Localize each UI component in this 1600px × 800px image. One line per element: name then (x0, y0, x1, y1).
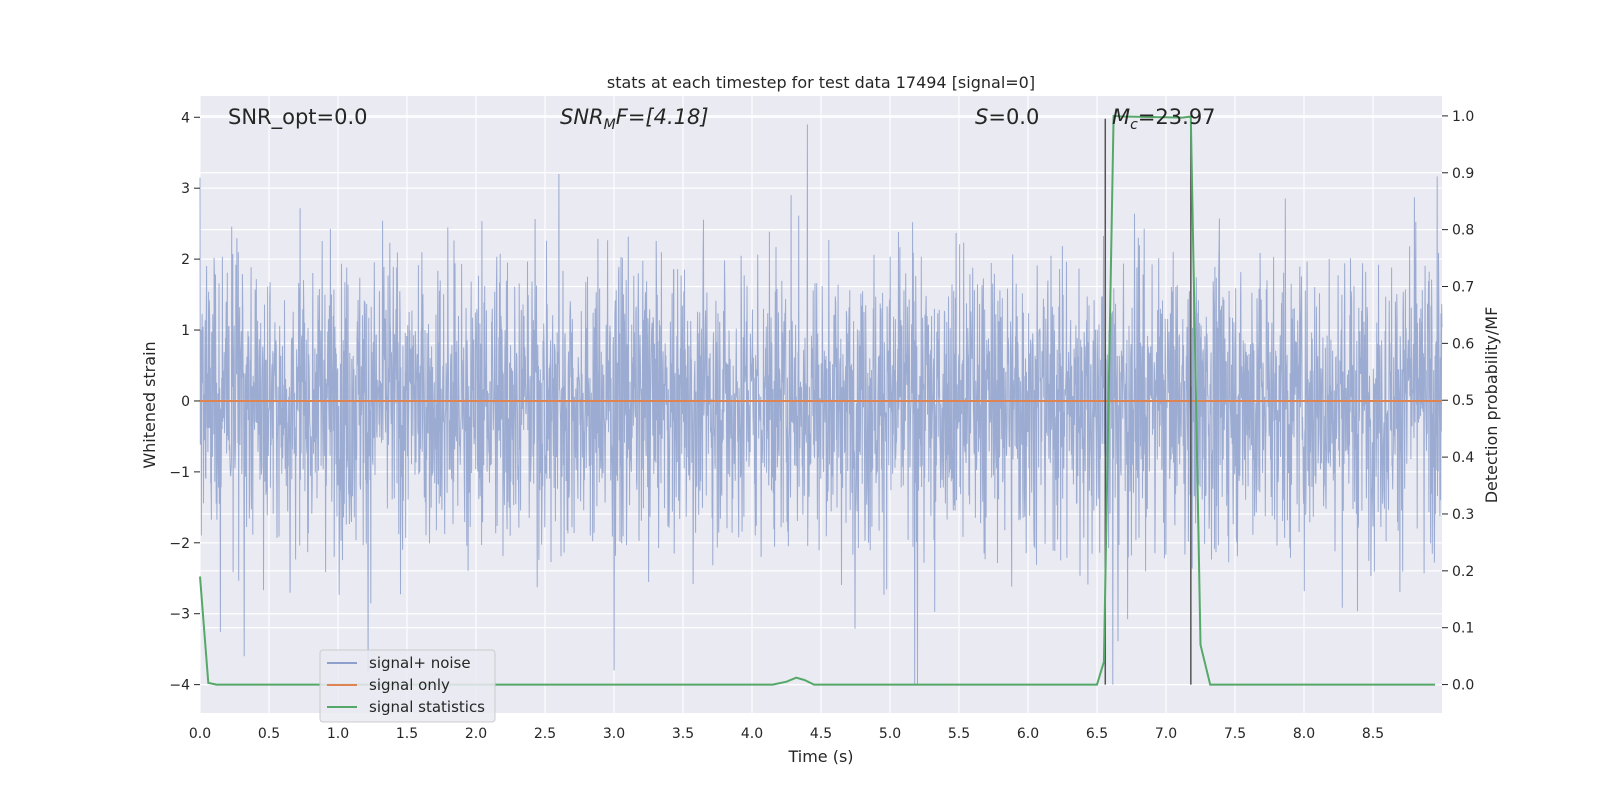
y-tick-label: 4 (181, 110, 190, 126)
legend-label-signal-noise: signal+ noise (369, 654, 471, 672)
x-tick-label: 0.5 (258, 726, 280, 742)
y2-tick-label: 0.1 (1452, 621, 1474, 637)
annotation-snr-mf: SNRMF=[4.18] (560, 105, 709, 133)
annotation-mc-main: M (1112, 105, 1130, 129)
x-tick-label: 8.5 (1362, 726, 1384, 742)
x-axis-label: Time (s) (787, 747, 853, 766)
y2-tick-label: 0.8 (1452, 223, 1474, 239)
x-tick-label: 6.0 (1017, 726, 1039, 742)
x-tick-label: 3.0 (603, 726, 625, 742)
annotation-s: S=0.0 (975, 105, 1039, 129)
y2-tick-label: 0.0 (1452, 678, 1474, 694)
x-tick-label: 4.5 (810, 726, 832, 742)
annotation-snr-mf-sub: M (604, 117, 616, 133)
x-tick-label: 7.0 (1155, 726, 1177, 742)
chart-title: stats at each timestep for test data 174… (607, 73, 1035, 92)
x-tick-label: 7.5 (1224, 726, 1246, 742)
y2-tick-label: 1.0 (1452, 109, 1474, 125)
legend-label-signal-statistics: signal statistics (369, 698, 485, 716)
y2-tick-label: 0.3 (1452, 507, 1474, 523)
y-tick-label: 3 (181, 181, 190, 197)
x-tick-label: 2.0 (465, 726, 487, 742)
annotation-mc-rest: =23.97 (1138, 105, 1216, 129)
y2-tick-label: 0.4 (1452, 450, 1474, 466)
series-signal-noise (199, 124, 1443, 685)
x-tick-label: 5.0 (879, 726, 901, 742)
y-tick-label: −2 (169, 536, 190, 552)
annotation-s-rest: =0.0 (988, 105, 1039, 129)
y-tick-label: 0 (181, 394, 190, 410)
y-tick-label: −1 (169, 465, 190, 481)
y2-tick-label: 0.2 (1452, 564, 1474, 580)
x-tick-label: 8.0 (1293, 726, 1315, 742)
x-tick-label: 0.0 (189, 726, 211, 742)
x-tick-label: 2.5 (534, 726, 556, 742)
x-tick-label: 4.0 (741, 726, 763, 742)
x-tick-label: 1.5 (396, 726, 418, 742)
x-tick-label: 5.5 (948, 726, 970, 742)
y-axis-ticks: −4 −3 −2 −1 0 1 2 3 4 (169, 110, 200, 694)
annotation-mc-sub: c (1130, 117, 1138, 133)
legend-box (319, 649, 496, 723)
y-tick-label: −3 (169, 607, 190, 623)
y2-tick-label: 0.6 (1452, 336, 1474, 352)
x-tick-label: 6.5 (1086, 726, 1108, 742)
y-axis-label: Whitened strain (140, 341, 159, 468)
y-tick-label: −4 (169, 678, 190, 694)
annotation-mc: Mc=23.97 (1112, 105, 1216, 133)
y2-tick-label: 0.7 (1452, 280, 1474, 296)
x-tick-label: 3.5 (672, 726, 694, 742)
annotation-snr-mf-main: SNR (560, 105, 604, 129)
y2-tick-label: 0.9 (1452, 166, 1474, 182)
legend-label-signal-only: signal only (369, 676, 450, 694)
legend: signal+ noise signal only signal statist… (319, 649, 496, 723)
y-tick-label: 1 (181, 323, 190, 339)
annotation-snr-mf-rest: F=[4.18] (616, 105, 709, 129)
x-axis-ticks: 0.0 0.5 1.0 1.5 2.0 2.5 3.0 3.5 4.0 4.5 5.0 5.5 6.0 6… (189, 726, 1384, 742)
y2-axis-ticks: 0.0 0.1 0.2 0.3 0.4 0.5 0.6 0.7 0.8 0.9 1.0 (1442, 109, 1474, 694)
y-tick-label: 2 (181, 252, 190, 268)
annotation-snr-opt: SNR_opt=0.0 (228, 105, 368, 130)
annotation-s-main: S (975, 105, 988, 129)
x-tick-label: 1.0 (327, 726, 349, 742)
line-signal-noise (199, 124, 1443, 685)
line-signal-statistics (199, 114, 1436, 686)
y2-tick-label: 0.5 (1452, 393, 1474, 409)
series-signal-statistics (199, 114, 1436, 686)
y2-axis-label: Detection probability/MF (1482, 307, 1501, 504)
